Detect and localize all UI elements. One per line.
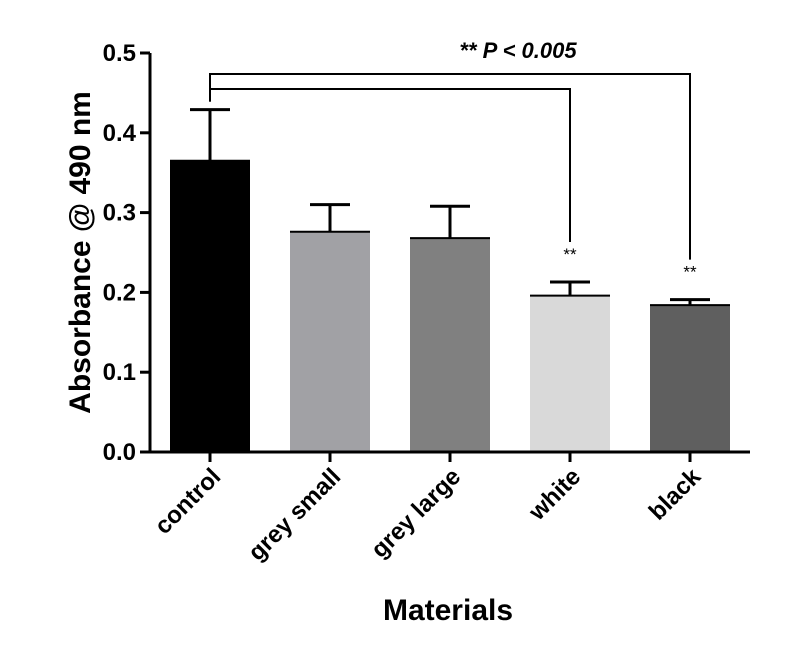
x-category-label: black: [644, 463, 707, 526]
bar-black: [650, 305, 730, 452]
bar-grey-large: [410, 238, 490, 452]
bar-control: [170, 160, 250, 453]
significance-bracket: [209, 73, 691, 260]
x-category-label: control: [150, 463, 227, 540]
bars-layer: [170, 108, 730, 453]
significance-bracket: [209, 88, 571, 243]
y-tick-label: 0.4: [103, 120, 137, 147]
bar-grey-small: [290, 231, 370, 452]
x-category-label: grey large: [366, 463, 466, 563]
y-tick-label: 0.0: [103, 439, 136, 466]
annotation-layer: ** ** ** P < 0.005: [209, 38, 697, 282]
y-tick-label: 0.2: [103, 279, 136, 306]
significance-stars: **: [683, 263, 697, 282]
significance-stars: **: [563, 245, 577, 264]
y-tick-label: 0.5: [103, 40, 136, 67]
bar-white: [530, 295, 610, 452]
x-category-label: white: [523, 463, 586, 526]
significance-text: ** P < 0.005: [459, 38, 577, 63]
y-tick-label: 0.3: [103, 200, 136, 227]
y-axis-title: Absorbance @ 490 nm: [64, 91, 97, 414]
x-axis-title: Materials: [383, 594, 513, 627]
y-tick-label: 0.1: [103, 359, 136, 386]
x-category-label: grey small: [243, 463, 346, 566]
